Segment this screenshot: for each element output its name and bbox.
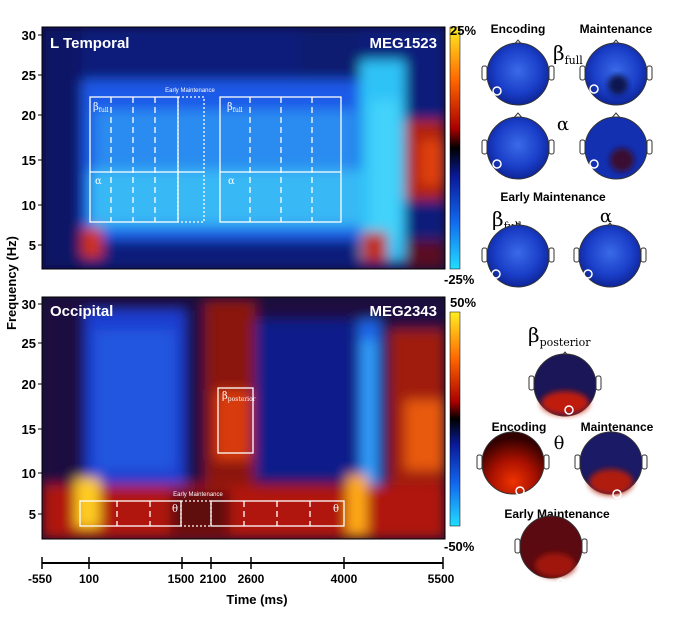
top-window-label-alpha-main: α	[228, 176, 235, 187]
bottom-ytick-20: 20	[22, 377, 36, 392]
top-annotation: Early Maintenance	[165, 88, 215, 94]
topo-top-early-title: Early Maintenance	[500, 190, 606, 204]
top-ytick-15: 15	[22, 153, 36, 168]
topo-top-early-alpha-label: α	[600, 206, 612, 227]
bottom-window-label-beta: βposterior	[222, 391, 256, 403]
xtick-2600: 2600	[238, 572, 265, 586]
top-sensor-label: MEG1523	[369, 35, 437, 52]
xtick-neg550: -550	[28, 572, 52, 586]
top-region-title: L Temporal	[50, 35, 129, 52]
topomap-encoding-theta	[476, 430, 550, 496]
bottom-colorbar	[449, 311, 461, 527]
xtick-4000: 4000	[331, 572, 358, 586]
bottom-colorbar-min: -50%	[444, 539, 475, 554]
top-ytick-30: 30	[22, 28, 36, 43]
topomaps-top: Encoding Maintenance βfull α Early Maint…	[481, 22, 653, 288]
top-window-encoding-beta	[89, 96, 179, 223]
top-ytick-20: 20	[22, 108, 36, 123]
topomap-early-beta	[481, 222, 555, 288]
bottom-sensor-label: MEG2343	[369, 303, 437, 320]
topo-bottom-encoding-title: Encoding	[492, 420, 547, 434]
topo-top-beta-label: βfull	[553, 41, 583, 67]
xtick-5500: 5500	[428, 572, 455, 586]
bottom-ytick-5: 5	[29, 507, 36, 522]
bottom-heatmap: Occipital MEG2343 βposterior θ θ Early M…	[22, 295, 477, 554]
topomap-early-theta	[514, 514, 588, 588]
topomap-maintenance-alpha	[579, 112, 653, 180]
topo-top-alpha-label: α	[557, 114, 569, 135]
topo-top-maintenance-title: Maintenance	[580, 22, 653, 36]
bottom-window-beta-posterior	[217, 387, 254, 454]
x-axis-label: Time (ms)	[226, 592, 287, 607]
topo-bottom-theta-label: θ	[554, 433, 565, 454]
topo-bottom-maintenance-title: Maintenance	[581, 420, 654, 434]
top-colorbar-max: 25%	[450, 23, 476, 38]
topomap-encoding-beta	[481, 39, 555, 106]
top-ytick-5: 5	[29, 238, 36, 253]
topomap-early-alpha	[573, 222, 647, 288]
bottom-ytick-10: 10	[22, 466, 36, 481]
bottom-window-early-maintenance	[180, 500, 212, 527]
topomap-beta-posterior	[528, 351, 602, 417]
x-axis: -550 100 1500 2100 2600 4000 5500 Time (…	[28, 557, 455, 607]
top-window-label-beta-enc: βfull	[93, 102, 109, 114]
bottom-region-title: Occipital	[50, 303, 113, 320]
xtick-2100: 2100	[200, 572, 227, 586]
top-window-label-alpha-enc: α	[95, 176, 102, 187]
topo-bottom-beta-label: βposterior	[528, 323, 591, 349]
topomaps-bottom: βposterior Encoding Maintenance θ Early …	[476, 323, 654, 588]
bottom-ytick-15: 15	[22, 422, 36, 437]
bottom-annotation: Early Maintenance	[173, 492, 223, 498]
top-heatmap: L Temporal MEG1523 βfull α βfull α Early…	[22, 23, 477, 287]
topomap-maintenance-theta	[574, 430, 648, 499]
topo-top-encoding-title: Encoding	[491, 22, 546, 36]
topomap-encoding-alpha	[481, 112, 555, 180]
top-colorbar	[449, 26, 461, 270]
top-ytick-25: 25	[22, 68, 36, 83]
topo-bottom-early-title: Early Maintenance	[504, 507, 610, 521]
top-window-label-beta-main: βfull	[227, 102, 243, 114]
bottom-colorbar-max: 50%	[450, 295, 476, 310]
top-ytick-10: 10	[22, 198, 36, 213]
xtick-100: 100	[79, 572, 99, 586]
top-colorbar-min: -25%	[444, 272, 475, 287]
xtick-1500: 1500	[168, 572, 195, 586]
top-window-early-maintenance	[177, 96, 205, 223]
bottom-ytick-30: 30	[22, 297, 36, 312]
topomap-maintenance-beta	[579, 39, 653, 106]
bottom-window-label-theta-enc: θ	[172, 504, 178, 515]
y-axis-label: Frequency (Hz)	[4, 236, 19, 330]
bottom-ytick-25: 25	[22, 336, 36, 351]
bottom-window-label-theta-main: θ	[333, 504, 339, 515]
